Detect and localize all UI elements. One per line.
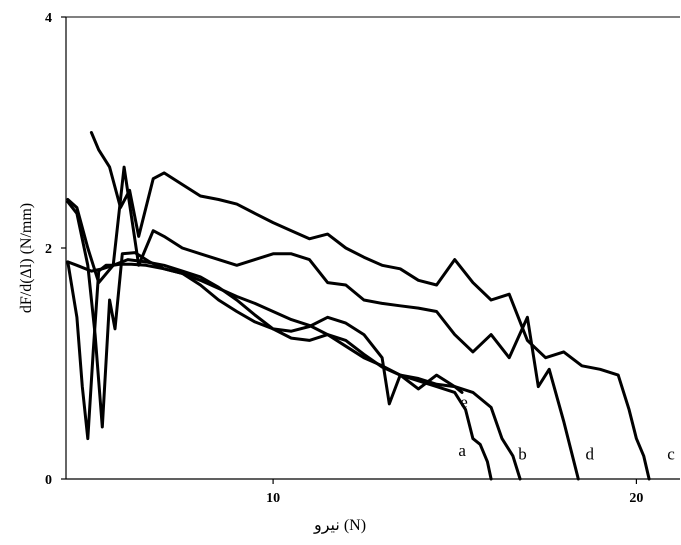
series-line-e: [66, 258, 464, 394]
chart-ticks: 0 2 4 10 20: [45, 11, 643, 506]
y-tick-label: 0: [45, 473, 52, 488]
x-axis-title: نیرو (N): [313, 517, 366, 534]
x-tick-label: 10: [266, 491, 280, 506]
chart-marks: a b c d e: [66, 131, 675, 481]
y-tick-label: 4: [45, 11, 52, 26]
series-line-a: [66, 260, 493, 481]
curve-label-a: a: [458, 441, 466, 460]
chart-axes: [65, 16, 680, 480]
curve-label-d: d: [586, 444, 595, 463]
curve-label-e: e: [460, 392, 468, 411]
x-tick-label: 20: [629, 491, 643, 506]
curve-label-b: b: [518, 444, 527, 463]
curve-label-c: c: [667, 444, 675, 463]
y-tick-label: 2: [45, 242, 52, 257]
series-line-d: [66, 165, 580, 481]
y-axis-title: dF/d(Δl) (N/mm): [18, 203, 35, 313]
series-line-c: [89, 131, 651, 481]
